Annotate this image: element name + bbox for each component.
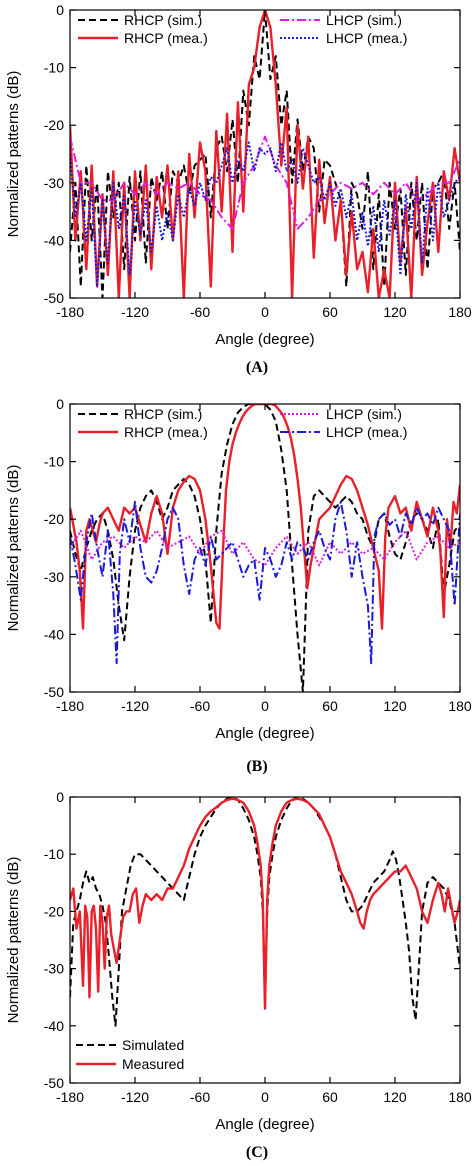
legend-label-2: LHCP (sim.) — [326, 12, 402, 28]
x-tick-label: -60 — [190, 304, 210, 320]
x-tick-label: -120 — [121, 304, 149, 320]
x-tick-label: 60 — [322, 304, 338, 320]
series-line-3 — [70, 141, 460, 288]
series-line-0 — [70, 10, 460, 298]
y-axis-label: Normalized patterns (dB) — [5, 857, 22, 1024]
series-line-1 — [70, 404, 460, 630]
legend-label-2: LHCP (sim.) — [326, 406, 402, 422]
y-tick-label: -10 — [44, 60, 64, 76]
panel-a: -180 -120 -60 0 60 120 180 0 -10 -20 -30 -40 -50 Angl… — [5, 2, 472, 376]
y-tick-label: -20 — [44, 511, 64, 527]
panel-label: (A) — [246, 359, 268, 376]
x-tick-label: 0 — [261, 304, 269, 320]
y-axis-label: Normalized patterns (dB) — [5, 465, 22, 632]
x-tick-label: -60 — [190, 698, 210, 714]
x-tick-label: 120 — [383, 698, 407, 714]
x-axis-label: Angle (degree) — [215, 725, 314, 742]
panel-label: (C) — [246, 1144, 268, 1161]
x-tick-label: -180 — [56, 304, 84, 320]
x-tick-label: -60 — [190, 1089, 210, 1105]
series-line-2 — [70, 135, 460, 230]
y-tick-label: -40 — [44, 1018, 64, 1034]
y-axis-label: Normalized patterns (dB) — [5, 71, 22, 238]
series-line-1 — [70, 797, 460, 1010]
series-line-0 — [70, 404, 460, 692]
y-tick-label: 0 — [56, 789, 64, 805]
x-axis-label: Angle (degree) — [215, 331, 314, 348]
y-tick-label: 0 — [56, 396, 64, 412]
x-tick-label: 120 — [383, 304, 407, 320]
x-tick-label: 0 — [261, 1089, 269, 1105]
x-tick-label: -180 — [56, 698, 84, 714]
legend-label-1: RHCP (mea.) — [124, 30, 208, 46]
y-tick-label: -30 — [44, 961, 64, 977]
y-tick-label: -10 — [44, 454, 64, 470]
x-tick-label: 0 — [261, 698, 269, 714]
y-tick-label: -50 — [44, 290, 64, 306]
legend-label-0: Simulated — [122, 1037, 184, 1053]
legend-label-3: LHCP (mea.) — [326, 424, 407, 440]
x-tick-label: 180 — [448, 1089, 472, 1105]
x-tick-label: 120 — [383, 1089, 407, 1105]
panel-label: (B) — [246, 758, 267, 775]
x-tick-label: 180 — [448, 698, 472, 714]
legend-label-3: LHCP (mea.) — [326, 30, 407, 46]
y-tick-label: -20 — [44, 117, 64, 133]
y-tick-label: -50 — [44, 684, 64, 700]
legend-label-0: RHCP (sim.) — [124, 406, 202, 422]
x-tick-label: 60 — [322, 698, 338, 714]
y-tick-label: -30 — [44, 175, 64, 191]
y-tick-label: -10 — [44, 846, 64, 862]
x-tick-label: -120 — [121, 698, 149, 714]
legend-label-0: RHCP (sim.) — [124, 12, 202, 28]
legend-label-1: RHCP (mea.) — [124, 424, 208, 440]
y-tick-label: -50 — [44, 1075, 64, 1091]
y-tick-label: -40 — [44, 626, 64, 642]
panel-c: -180 -120 -60 0 60 120 180 0 -10 -20 -30 -40 -50 Angl… — [5, 789, 472, 1161]
x-axis-label: Angle (degree) — [215, 1116, 314, 1133]
y-tick-label: -30 — [44, 569, 64, 585]
y-tick-label: 0 — [56, 2, 64, 18]
x-tick-label: 180 — [448, 304, 472, 320]
x-tick-label: -120 — [121, 1089, 149, 1105]
series-line-1 — [70, 10, 460, 298]
y-tick-label: -20 — [44, 903, 64, 919]
y-tick-label: -40 — [44, 232, 64, 248]
legend-label-1: Measured — [122, 1056, 184, 1072]
series-line-3 — [70, 500, 460, 665]
x-tick-label: -180 — [56, 1089, 84, 1105]
panel-b: -180 -120 -60 0 60 120 180 0 -10 -20 -30 -40 -50 Angl… — [5, 396, 472, 775]
x-tick-label: 60 — [322, 1089, 338, 1105]
